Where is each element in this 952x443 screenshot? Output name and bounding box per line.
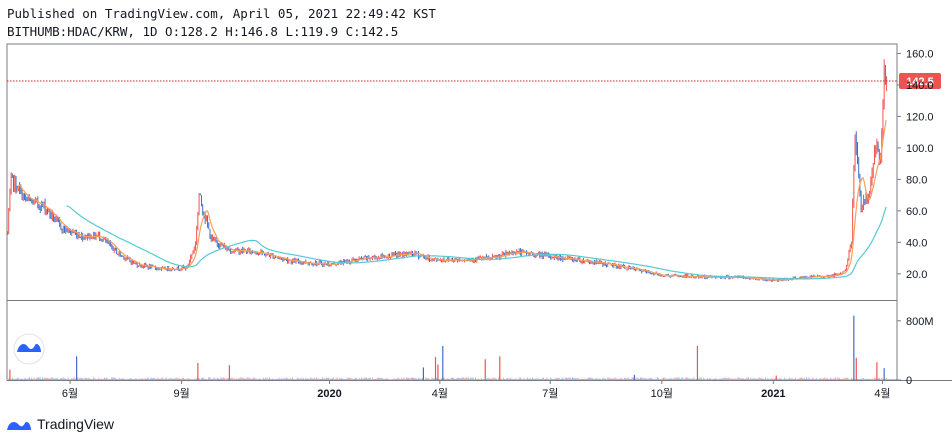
tv-logo-badge[interactable]	[13, 333, 45, 365]
candles-layer	[7, 59, 888, 282]
axes: 20.0 40.0 60.0 80.0 100.0 120.0 140.0 160.0 0 800…	[62, 48, 934, 400]
plot-border	[6, 43, 898, 381]
time-tick-label: 7월	[542, 387, 558, 400]
price-tick-label: 160.0	[906, 48, 934, 60]
price-tick-label: 120.0	[906, 111, 934, 123]
time-tick-label: 2020	[317, 388, 341, 400]
last-price-label: 142.5	[906, 76, 934, 88]
time-tick-label: 2021	[761, 388, 785, 400]
symbol-ohlc-line: BITHUMB:HDAC/KRW, 1D O:128.2 H:146.8 L:1…	[7, 24, 399, 39]
volume-tick-label: 800M	[906, 316, 934, 328]
price-tick-label: 100.0	[906, 143, 934, 155]
last-price-badge	[899, 72, 941, 89]
published-line: Published on TradingView.com, April 05, …	[7, 6, 436, 21]
chart-frame	[6, 43, 952, 381]
time-tick-label: 9월	[173, 387, 189, 400]
moving-averages: 142.5	[7, 72, 941, 281]
time-tick-label: 10월	[651, 387, 673, 400]
tradingview-logo-icon	[7, 421, 31, 430]
price-tick-label: 140.0	[906, 80, 934, 92]
volume-layer	[7, 315, 888, 380]
ma-slow-line	[66, 205, 887, 280]
footer-brand[interactable]: TradingView	[6, 414, 114, 434]
price-tick-label: 40.0	[906, 237, 927, 249]
footer-brand-label: TradingView	[37, 416, 115, 432]
time-tick-label: 4월	[874, 387, 890, 400]
cloud-icon	[17, 343, 41, 352]
price-tick-label: 60.0	[906, 206, 927, 218]
price-tick-label: 80.0	[906, 174, 927, 186]
price-tick-label: 20.0	[906, 269, 927, 281]
volume-tick-label: 0	[906, 375, 912, 387]
time-tick-label: 6월	[62, 387, 78, 400]
ma-fast-line	[16, 120, 887, 281]
time-tick-label: 4월	[432, 387, 448, 400]
